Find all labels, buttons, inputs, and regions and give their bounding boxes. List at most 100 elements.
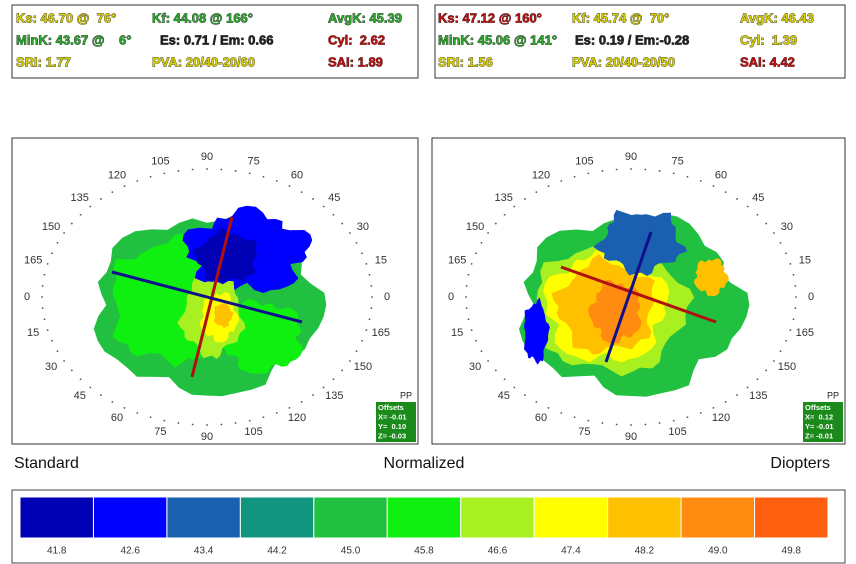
ring-dot — [535, 191, 538, 194]
angle-label: 165 — [796, 327, 814, 339]
ring-dot — [756, 378, 759, 381]
topography-map — [93, 205, 327, 397]
axis-steep — [560, 265, 717, 324]
scale-cell — [386, 496, 462, 539]
offsets-x: X= 0.12 — [805, 412, 833, 421]
angle-label: 0 — [448, 291, 454, 303]
ring-dot — [644, 168, 647, 171]
angle-label: 105 — [151, 156, 169, 168]
label-standard: Standard — [14, 455, 79, 472]
ring-dot — [79, 213, 82, 216]
ring-dot — [300, 400, 303, 403]
ring-dot — [136, 180, 139, 182]
ring-dot — [560, 412, 563, 414]
ring-dot — [341, 369, 344, 372]
map-region — [214, 301, 234, 329]
axis-flat — [111, 270, 303, 324]
ring-dot — [756, 213, 759, 216]
ring-dot — [587, 172, 590, 175]
angle-label: 75 — [578, 426, 590, 438]
scale-label: 44.2 — [267, 546, 287, 557]
stat-value: Kf: 45.74 @ 70° — [572, 10, 669, 25]
angle-label: 165 — [372, 327, 390, 339]
angle-label: 30 — [357, 221, 369, 233]
angle-label: 135 — [325, 390, 343, 402]
angle-label: 135 — [71, 192, 89, 204]
angle-label: 120 — [288, 412, 306, 424]
ring-dot — [465, 296, 467, 298]
stat-value: SRI: 1.56 — [438, 54, 493, 69]
ring-dot — [368, 318, 371, 321]
angle-label: 0 — [808, 291, 814, 303]
angle-label: 30 — [45, 361, 57, 373]
angle-label: 165 — [24, 255, 42, 267]
ring-dot — [288, 185, 291, 188]
ring-dot — [736, 394, 738, 396]
ring-dot — [487, 232, 490, 234]
ring-dot — [70, 369, 73, 372]
angle-label: 90 — [625, 431, 637, 443]
angle-label: 60 — [535, 412, 547, 424]
offsets-title: Offsets — [378, 403, 404, 412]
ring-dot — [262, 416, 265, 419]
ring-dot — [547, 185, 550, 188]
scale-label: 43.4 — [194, 546, 214, 557]
ring-dot — [658, 422, 661, 424]
angle-label: 45 — [752, 192, 764, 204]
offsets-x: X= -0.01 — [378, 412, 407, 421]
ring-dot — [51, 252, 53, 255]
ring-dot — [686, 416, 689, 419]
stat-value: Es: 0.71 / Em: 0.66 — [160, 32, 273, 47]
angle-label: 60 — [715, 170, 727, 182]
ring-dot — [475, 252, 477, 255]
ring-dot — [41, 307, 44, 310]
ring-dot — [234, 170, 237, 172]
ring-dot — [355, 350, 358, 352]
angle-label: 90 — [625, 151, 637, 163]
ring-dot — [332, 213, 335, 216]
ring-dot — [355, 242, 358, 244]
ring-dot — [100, 198, 102, 200]
angle-label: 15 — [375, 255, 387, 267]
ring-dot — [765, 369, 768, 372]
angle-label: 15 — [451, 327, 463, 339]
ring-dot — [288, 406, 291, 409]
stats-box — [434, 4, 846, 79]
angle-label: 150 — [778, 361, 796, 373]
ring-dot — [123, 185, 126, 188]
offsets-y: Y= -0.01 — [805, 422, 834, 431]
ring-dot — [312, 198, 314, 200]
angle-label: 75 — [247, 156, 259, 168]
stat-value: Ks: 46.70 @ 76° — [16, 10, 116, 25]
ring-dot — [792, 318, 795, 321]
ring-dot — [487, 360, 490, 362]
ring-dot — [601, 170, 604, 172]
ring-dot — [630, 168, 632, 170]
ring-dot — [111, 400, 114, 403]
angle-label: 75 — [671, 156, 683, 168]
ring-dot — [494, 369, 497, 372]
ring-dot — [712, 406, 715, 409]
stat-value: PVA: 20/40-20/60 — [152, 54, 255, 69]
ring-dot — [470, 329, 473, 332]
ring-dot — [275, 180, 278, 182]
ring-dot — [89, 205, 92, 208]
scale-label: 47.4 — [561, 546, 581, 557]
ring-dot — [163, 419, 166, 422]
ring-dot — [746, 386, 749, 389]
ring-dot — [149, 175, 152, 178]
scale-cell — [754, 496, 829, 539]
ring-dot — [341, 222, 344, 225]
angle-label: 135 — [749, 390, 767, 402]
angle-label: 30 — [781, 221, 793, 233]
stat-value: MinK: 43.67 @ 6° — [16, 32, 131, 47]
angle-label: 150 — [42, 221, 60, 233]
ring-dot — [370, 307, 373, 310]
angle-label: 0 — [384, 291, 390, 303]
stat-value: AvgK: 45.39 — [328, 10, 402, 25]
pp-label: PP — [827, 390, 839, 400]
ring-dot — [322, 386, 325, 389]
ring-dot — [560, 180, 563, 182]
angle-label: 105 — [244, 426, 262, 438]
